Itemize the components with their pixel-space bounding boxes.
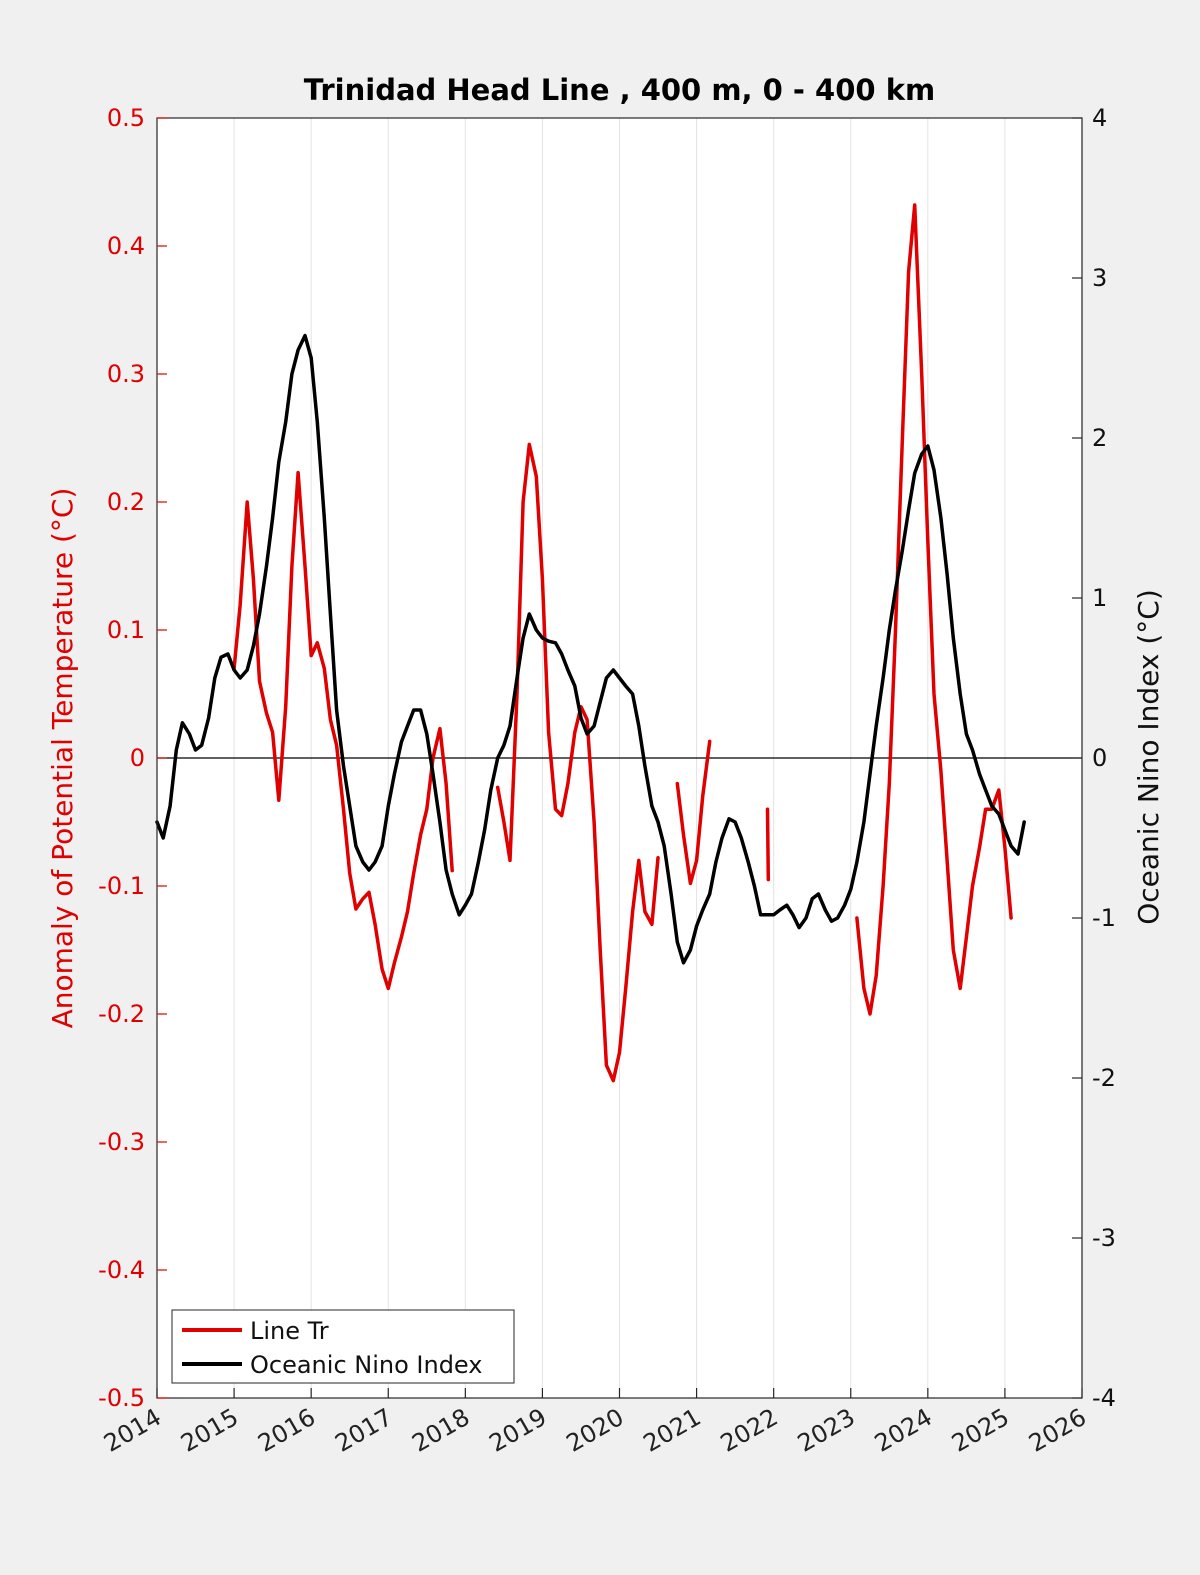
y-left-tick-label: -0.3: [98, 1128, 145, 1156]
series-segment: [675, 739, 712, 886]
y-right-tick-label: -1: [1092, 904, 1116, 932]
y-axis-left-label: Anomaly of Potential Temperature (°C): [46, 488, 79, 1029]
legend-entry-oceanic-nino-index: Oceanic Nino Index: [250, 1351, 482, 1379]
y-left-tick-label: 0.3: [107, 360, 145, 388]
y-left-tick-label: 0: [130, 744, 145, 772]
y-right-tick-label: -2: [1092, 1064, 1116, 1092]
legend: Line Tr Oceanic Nino Index: [171, 1309, 515, 1384]
y-right-tick-label: 3: [1092, 264, 1107, 292]
y-left-tick-label: -0.4: [98, 1256, 145, 1284]
legend-entry-line-tr: Line Tr: [250, 1317, 329, 1345]
series-lines: [155, 203, 1026, 1083]
series-segment: [155, 333, 1026, 965]
y-left-tick-label: -0.5: [98, 1384, 145, 1412]
chart-title: Trinidad Head Line , 400 m, 0 - 400 km: [304, 73, 935, 107]
y-left-tick-label: 0.4: [107, 232, 145, 260]
series-segment: [855, 203, 1013, 1016]
y-left-tick-label: -0.2: [98, 1000, 145, 1028]
series-segment: [232, 470, 454, 991]
y-right-tick-label: 1: [1092, 584, 1107, 612]
y-right-tick-label: 2: [1092, 424, 1107, 452]
y-left-tick-label: -0.1: [98, 872, 145, 900]
y-axis-right-label: Oceanic Nino Index (°C): [1132, 589, 1165, 925]
series-segment: [495, 442, 660, 1083]
series-oceanic-nino-index: [155, 333, 1026, 965]
y-right-tick-label: -4: [1092, 1384, 1116, 1412]
y-left-tick-label: 0.5: [107, 104, 145, 132]
y-left-tick-label: 0.1: [107, 616, 145, 644]
y-left-tick-label: 0.2: [107, 488, 145, 516]
y-right-tick-label: -3: [1092, 1224, 1116, 1252]
y-right-tick-label: 4: [1092, 104, 1107, 132]
series-line-tr: [232, 203, 1013, 1083]
series-segment: [765, 807, 771, 882]
legend-box: [171, 1309, 515, 1384]
y-right-tick-label: 0: [1092, 744, 1107, 772]
